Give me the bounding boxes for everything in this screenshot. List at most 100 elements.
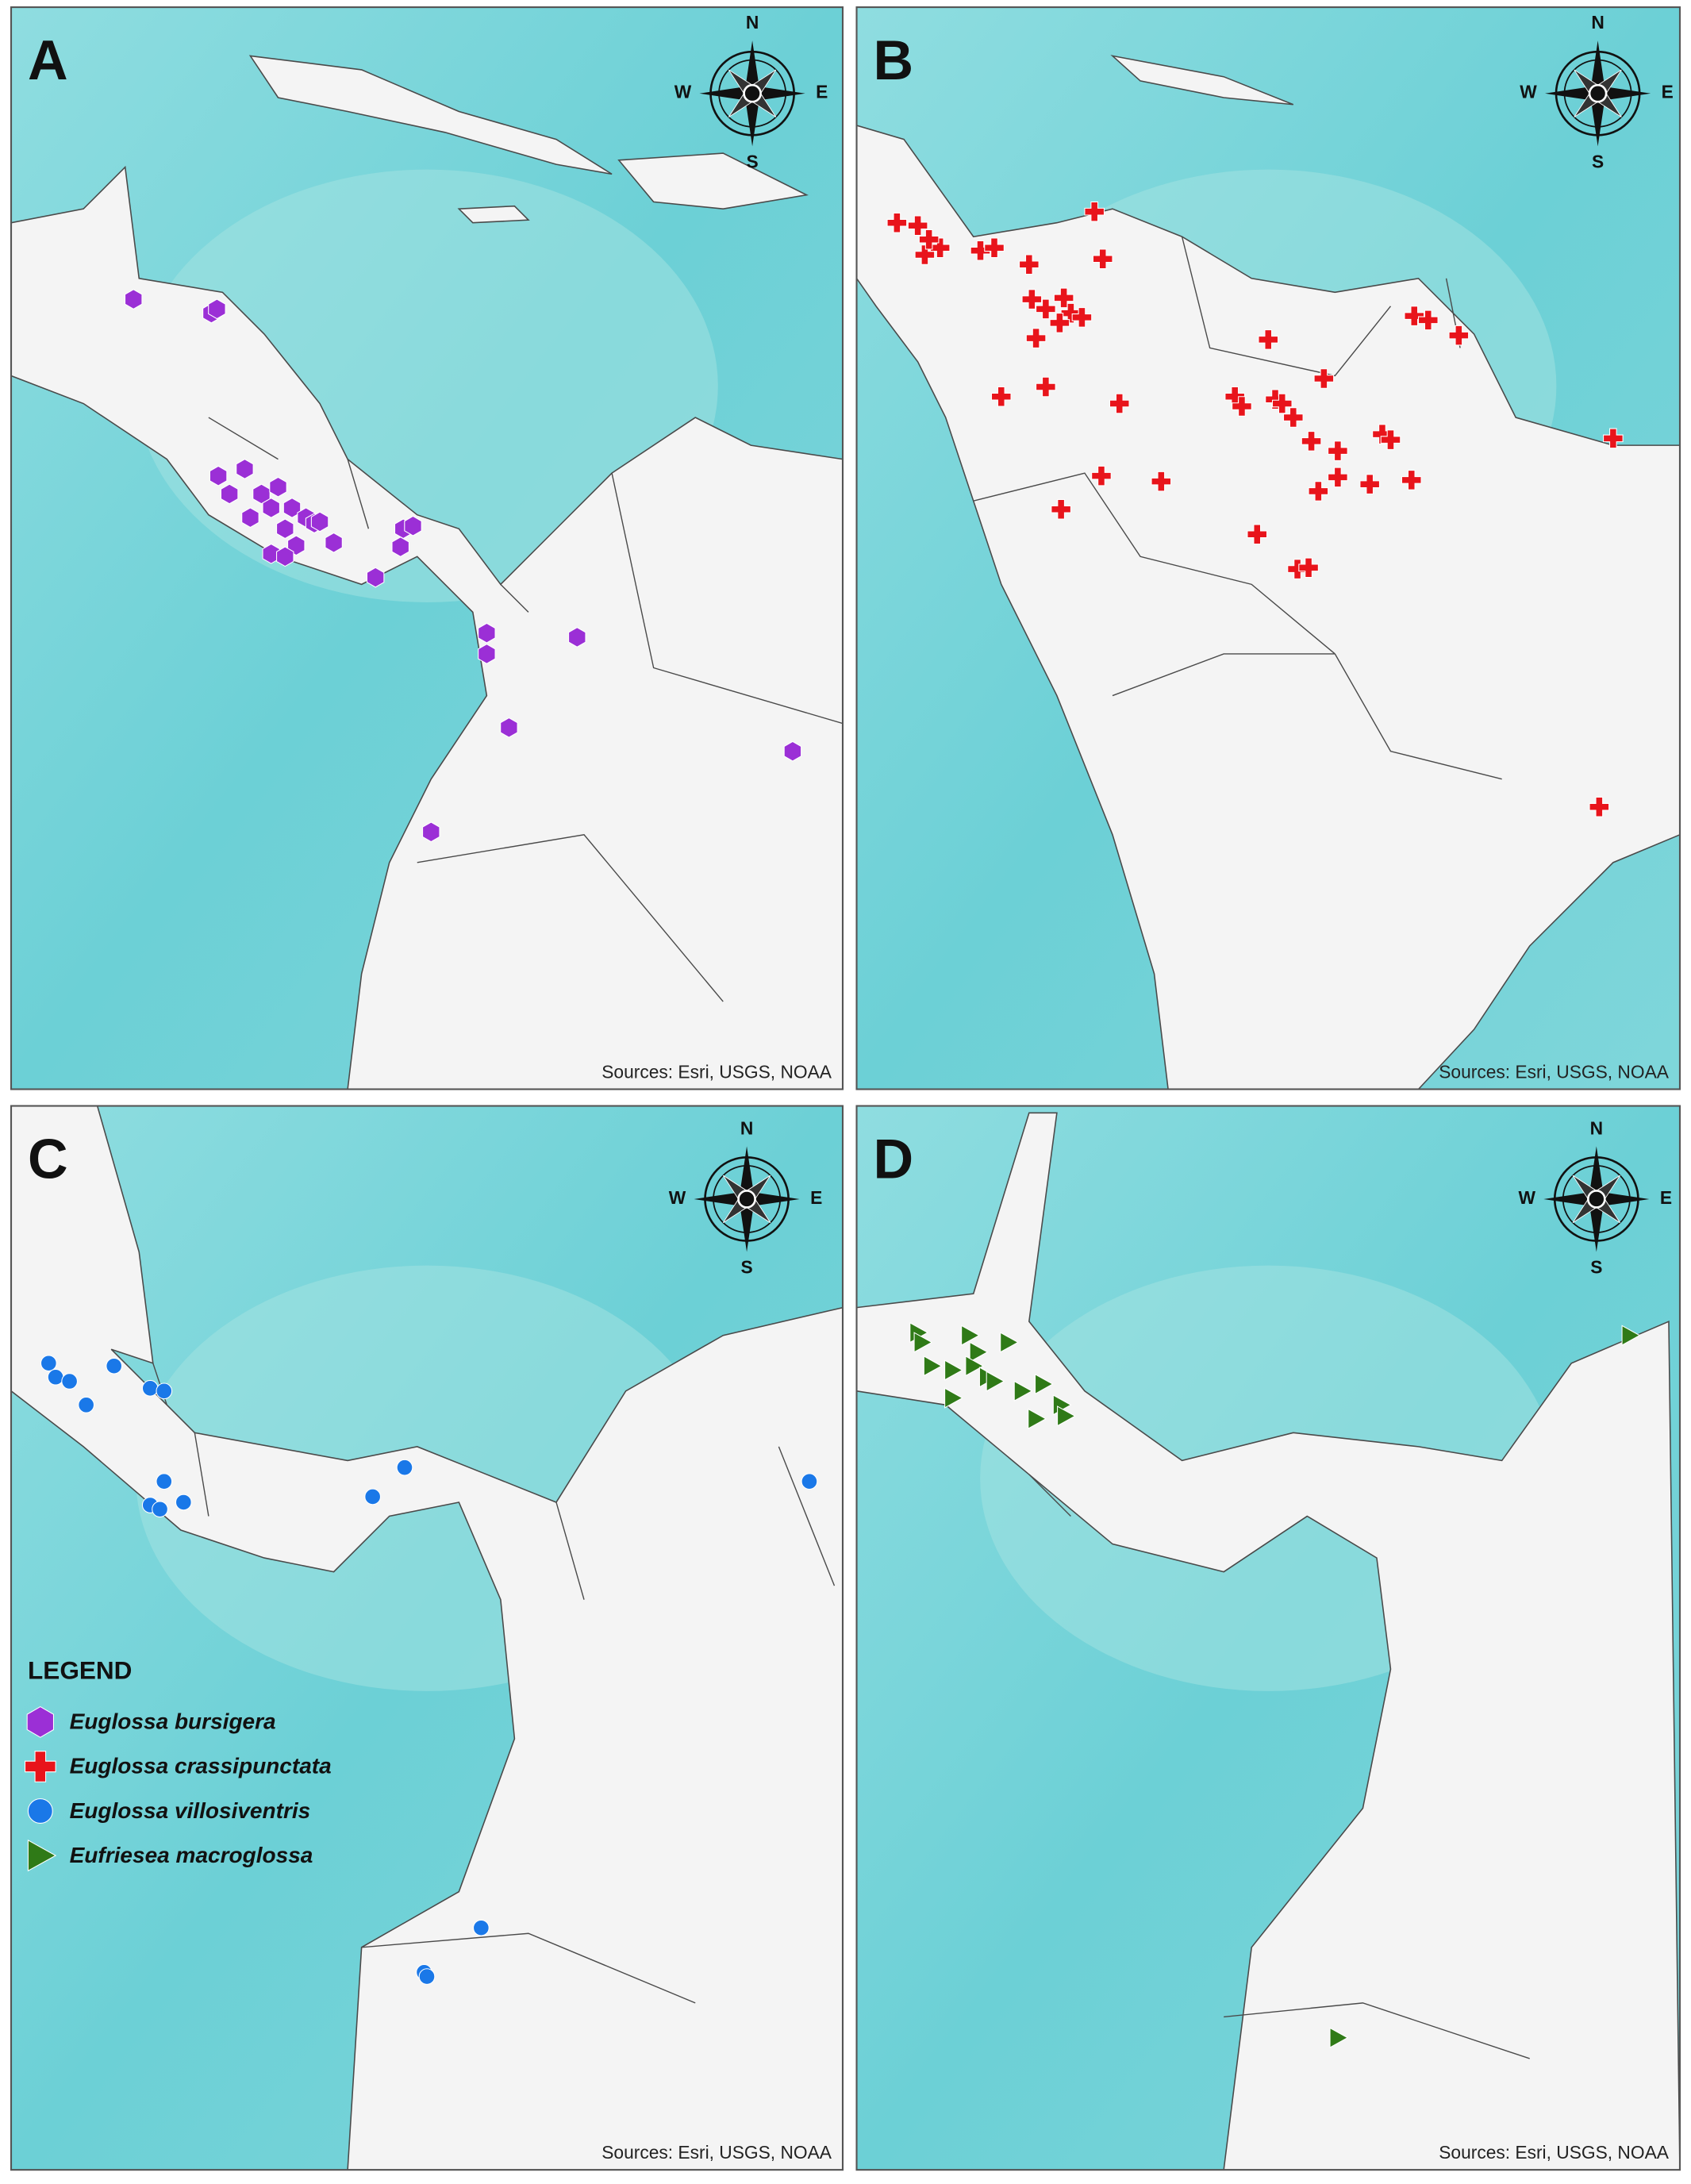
occurrence-marker (961, 1325, 980, 1346)
compass-north: N (746, 12, 759, 33)
occurrence-marker (366, 567, 385, 588)
occurrence-marker (276, 518, 294, 540)
panel-frame (10, 1105, 844, 2171)
occurrence-marker (1060, 302, 1082, 324)
occurrence-marker (175, 1494, 192, 1511)
occurrence-marker (500, 717, 518, 738)
occurrence-marker (1028, 1408, 1047, 1429)
panel-frame (10, 6, 844, 1090)
occurrence-marker (1232, 396, 1252, 417)
occurrence-marker (1247, 524, 1268, 545)
occurrence-marker (986, 1371, 1005, 1392)
occurrence-marker (1328, 467, 1348, 488)
occurrence-marker (422, 821, 440, 843)
compass-north: N (740, 1117, 753, 1138)
occurrence-marker (1025, 328, 1047, 348)
land (856, 1112, 1680, 2171)
occurrence-marker (78, 1396, 94, 1413)
occurrence-marker (478, 644, 496, 664)
occurrence-marker (1417, 310, 1439, 331)
occurrence-marker (473, 1919, 490, 1936)
occurrence-marker (1071, 307, 1093, 328)
occurrence-marker (47, 1368, 64, 1386)
occurrence-marker (1589, 796, 1610, 817)
occurrence-marker (990, 386, 1012, 407)
occurrence-marker (1329, 2027, 1349, 2048)
occurrence-marker (61, 1373, 78, 1390)
occurrence-marker (1084, 201, 1105, 222)
compass-center (1588, 83, 1608, 103)
compass-west: W (1518, 1187, 1535, 1208)
occurrence-marker (1380, 429, 1401, 450)
occurrence-marker (241, 507, 259, 529)
land (11, 1105, 843, 2171)
panel-letter: D (874, 1129, 914, 1190)
occurrence-marker (1271, 393, 1293, 414)
occurrence-marker (396, 1459, 413, 1476)
occurrence-marker (1448, 325, 1470, 346)
map-panel: N S W E D Sources: Esri, USGS, NOAA (856, 1105, 1680, 2171)
occurrence-marker (1019, 254, 1040, 275)
panel-letter: A (28, 29, 68, 91)
occurrence-marker (325, 532, 343, 553)
border (208, 417, 843, 1002)
occurrence-marker (364, 1488, 382, 1505)
source-credit: Sources: Esri, USGS, NOAA (601, 1061, 832, 1082)
occurrence-marker (1036, 298, 1056, 320)
compass-west: W (674, 82, 692, 102)
occurrence-marker (106, 1357, 123, 1375)
map-panel: N S W E A Sources: Esri, USGS, NOAA (11, 7, 843, 1090)
occurrence-marker (907, 215, 928, 236)
occurrence-marker (1092, 248, 1113, 270)
occurrence-marker (969, 1341, 989, 1363)
occurrence-marker (1603, 428, 1624, 449)
occurrence-marker (984, 237, 1005, 259)
occurrence-marker (913, 1332, 933, 1353)
occurrence-marker (156, 1473, 173, 1490)
occurrence-marker (1313, 368, 1335, 389)
occurrence-marker (1035, 1373, 1054, 1395)
panel-letter: C (28, 1129, 68, 1190)
panel-frame (855, 1105, 1681, 2171)
occurrence-marker (269, 476, 287, 498)
occurrence-marker (27, 1798, 53, 1824)
compass-south: S (1590, 1257, 1602, 1278)
source-credit: Sources: Esri, USGS, NOAA (601, 2142, 832, 2163)
occurrence-marker (970, 240, 991, 261)
occurrence-marker (418, 1968, 436, 1985)
occurrence-marker (1091, 465, 1112, 486)
compass-east: E (816, 82, 828, 102)
occurrence-marker (156, 1382, 173, 1400)
compass-center (743, 83, 762, 103)
compass-center (737, 1190, 756, 1209)
occurrence-marker (1401, 470, 1422, 490)
occurrence-marker (1404, 306, 1425, 326)
occurrence-marker (1621, 1325, 1641, 1346)
occurrence-marker (27, 1839, 57, 1872)
compass-rose: N S W E (669, 1117, 823, 1277)
occurrence-marker (944, 1359, 963, 1381)
occurrence-marker (886, 212, 908, 233)
border (973, 236, 1502, 780)
occurrence-marker (1051, 498, 1071, 520)
compass-north: N (1590, 1117, 1603, 1138)
occurrence-marker (220, 483, 239, 505)
occurrence-marker (923, 1355, 943, 1377)
compass-west: W (1520, 82, 1537, 102)
occurrence-marker (568, 627, 586, 648)
legend-label: Euglossa crassipunctata (70, 1754, 332, 1778)
occurrence-marker (1013, 1380, 1033, 1402)
occurrence-marker (1036, 376, 1056, 398)
compass-center (1587, 1190, 1606, 1209)
legend-label: Euglossa villosiventris (70, 1798, 311, 1823)
occurrence-marker (944, 1387, 963, 1409)
compass-west: W (669, 1187, 686, 1208)
occurrence-marker (1021, 289, 1043, 310)
source-credit: Sources: Esri, USGS, NOAA (1439, 1061, 1670, 1082)
occurrence-marker (25, 1751, 56, 1782)
occurrence-marker (783, 740, 802, 762)
compass-south: S (740, 1257, 752, 1278)
occurrence-marker (276, 546, 294, 567)
compass-rose: N S W E (1518, 1117, 1672, 1277)
